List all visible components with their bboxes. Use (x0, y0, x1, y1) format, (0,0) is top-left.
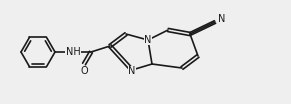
Text: N: N (218, 14, 226, 24)
Text: N: N (128, 66, 136, 76)
Text: O: O (80, 66, 88, 76)
Text: NH: NH (66, 47, 80, 57)
Text: N: N (144, 35, 152, 45)
